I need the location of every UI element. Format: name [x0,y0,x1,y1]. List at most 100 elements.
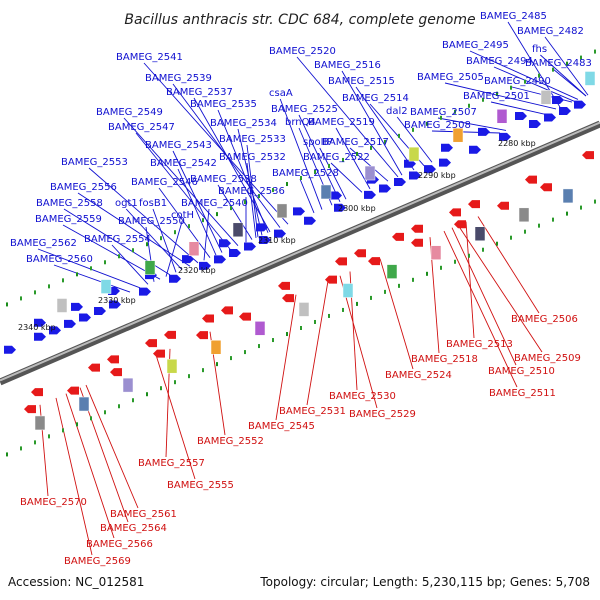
gene-label-forward[interactable]: ogt1 [115,198,138,209]
gene-label-forward[interactable]: BAMEG_2562 [10,238,77,249]
gene-label-forward[interactable]: BAMEG_2556 [50,182,117,193]
gene-label-forward[interactable]: brnQ4 [285,117,316,128]
gene-label-forward[interactable]: BAMEG_2546 [131,177,198,188]
gene-label-forward[interactable]: BAMEG_2535 [190,99,257,110]
gene-label-reverse[interactable]: BAMEG_2545 [248,421,315,432]
gene-label-forward[interactable]: BAMEG_2541 [116,52,183,63]
feature-box [188,241,200,256]
bottom-label-leader [465,221,475,339]
gene-label-forward[interactable]: BAMEG_2547 [108,122,175,133]
top-label-leader [53,264,131,293]
gene-label-forward[interactable]: BAMEG_2494 [466,56,533,67]
gene-label-reverse[interactable]: BAMEG_2513 [446,339,513,350]
gene-label-forward[interactable]: BAMEG_2559 [35,214,102,225]
gene-label-forward[interactable]: BAMEG_2550 [118,216,185,227]
scale-tick [272,338,274,343]
gene-label-forward[interactable]: cotH [171,210,194,221]
gene-label-forward[interactable]: BAMEG_2543 [145,140,212,151]
gene-label-forward[interactable]: BAMEG_2525 [271,104,338,115]
feature-box [254,321,266,336]
gene-label-forward[interactable]: BAMEG_2514 [342,93,409,104]
kbp-tick-label: 2340 kbp [18,323,56,332]
gene-label-forward[interactable]: BAMEG_2560 [26,254,93,265]
scale-tick [342,307,344,312]
gene-label-reverse[interactable]: BAMEG_2518 [411,354,478,365]
scale-tick [524,79,526,84]
gene-label-reverse[interactable]: BAMEG_2569 [64,556,131,567]
reverse-gene-arrow [497,201,509,210]
gene-label-reverse[interactable]: BAMEG_2510 [488,366,555,377]
bottom-label-leader [443,230,518,388]
gene-label-forward[interactable]: BAMEG_2553 [61,157,128,168]
feature-box [496,109,508,124]
top-label-leader [469,50,579,100]
gene-label-forward[interactable]: csaA [269,88,293,99]
gene-label-forward[interactable]: BAMEG_2516 [314,60,381,71]
gene-label-forward[interactable]: BAMEG_2485 [480,11,547,22]
forward-gene-arrow [34,318,46,327]
gene-label-reverse[interactable]: BAMEG_2530 [329,391,396,402]
gene-label-forward[interactable]: BAMEG_2508 [404,120,471,131]
gene-label-forward[interactable]: fhs [532,44,547,55]
gene-label-reverse[interactable]: BAMEG_2506 [511,314,578,325]
gene-label-forward[interactable]: spoIIP [303,137,333,148]
gene-label-forward[interactable]: BAMEG_2534 [210,118,277,129]
gene-label-forward[interactable]: BAMEG_2519 [308,117,375,128]
bottom-label-leader [275,294,297,421]
top-label-leader [143,62,289,225]
scale-tick [538,223,540,228]
scale-tick [90,416,92,421]
gene-label-reverse[interactable]: BAMEG_2552 [197,436,264,447]
gene-label-forward[interactable]: BAMEG_2507 [410,107,477,118]
gene-label-forward[interactable]: BAMEG_2483 [525,58,592,69]
gene-label-forward[interactable]: BAMEG_2538 [190,174,257,185]
reverse-gene-arrow [454,220,466,229]
gene-label-reverse[interactable]: BAMEG_2531 [279,406,346,417]
gene-label-reverse[interactable]: BAMEG_2511 [489,388,556,399]
gene-label-reverse[interactable]: BAMEG_2570 [20,497,87,508]
gene-label-forward[interactable]: BAMEG_2549 [96,107,163,118]
gene-label-forward[interactable]: BAMEG_2482 [517,26,584,37]
gene-label-forward[interactable]: BAMEG_2537 [166,87,233,98]
gene-label-forward[interactable]: BAMEG_2532 [219,152,286,163]
forward-gene-arrow [256,223,268,232]
scale-tick [510,235,512,240]
gene-label-forward[interactable]: BAMEG_2542 [150,158,217,169]
scale-tick [132,398,134,403]
gene-label-forward[interactable]: dal2 [386,106,408,117]
gene-label-reverse[interactable]: BAMEG_2555 [167,480,234,491]
gene-label-forward[interactable]: BAMEG_2539 [145,73,212,84]
gene-label-forward[interactable]: BAMEG_2554 [84,234,151,245]
gene-label-forward[interactable]: BAMEG_2540 [181,198,248,209]
gene-label-forward[interactable]: BAMEG_2515 [328,76,395,87]
gene-label-forward[interactable]: BAMEG_2528 [272,168,339,179]
gene-label-reverse[interactable]: BAMEG_2509 [514,353,581,364]
scale-tick [580,55,582,60]
gene-label-forward[interactable]: BAMEG_2501 [463,91,530,102]
top-label-leader [152,208,177,273]
gene-label-forward[interactable]: BAMEG_2536 [218,186,285,197]
gene-label-forward[interactable]: BAMEG_2517 [322,137,389,148]
gene-label-forward[interactable]: fosB1 [139,198,167,209]
gene-label-reverse[interactable]: BAMEG_2529 [349,409,416,420]
reverse-gene-arrow [107,355,119,364]
gene-label-reverse[interactable]: BAMEG_2524 [385,370,452,381]
scale-tick [314,319,316,324]
gene-label-forward[interactable]: BAMEG_2520 [269,46,336,57]
gene-label-reverse[interactable]: BAMEG_2564 [100,523,167,534]
gene-label-forward[interactable]: BAMEG_2495 [442,40,509,51]
bottom-label-leader [65,393,115,539]
gene-label-reverse[interactable]: BAMEG_2561 [110,509,177,520]
gene-label-forward[interactable]: BAMEG_2558 [36,198,103,209]
gene-label-reverse[interactable]: BAMEG_2557 [138,458,205,469]
gene-label-forward[interactable]: BAMEG_2490 [484,76,551,87]
gene-label-forward[interactable]: BAMEG_2522 [303,152,370,163]
gene-label-forward[interactable]: BAMEG_2505 [417,72,484,83]
gene-label-forward[interactable]: BAMEG_2533 [219,134,286,145]
gene-label-reverse[interactable]: BAMEG_2566 [86,539,153,550]
reverse-gene-arrow [354,249,366,258]
reverse-gene-arrow [67,386,79,395]
top-label-leader [507,21,561,108]
scale-tick [62,278,64,283]
